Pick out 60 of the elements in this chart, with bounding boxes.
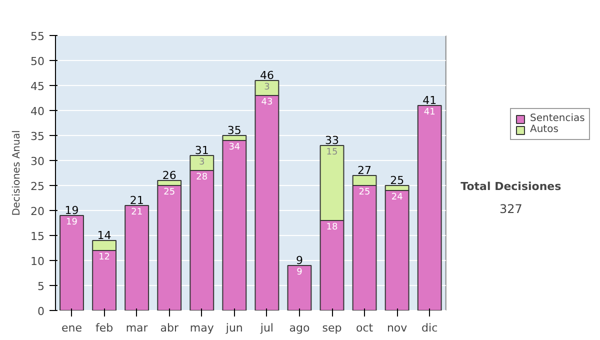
data-label: 25 <box>164 188 176 198</box>
y-tick-label: 45 <box>30 80 45 93</box>
x-tick-label: mar <box>126 322 148 334</box>
data-label: 21 <box>131 208 143 218</box>
data-label: 25 <box>358 188 370 198</box>
total-label: 41 <box>422 94 437 107</box>
x-tick-label: ago <box>289 322 310 334</box>
text: Total Decisiones <box>460 180 562 193</box>
y-tick-label: 20 <box>30 205 45 218</box>
y-tick-label: 15 <box>30 230 45 243</box>
total-label: 33 <box>325 134 340 147</box>
legend-label: Autos <box>530 124 558 135</box>
data-label: 9 <box>296 268 303 278</box>
total-label: 27 <box>358 164 372 177</box>
y-axis-title: Decisiones Anual <box>12 130 23 216</box>
x-tick-label: feb <box>95 322 114 334</box>
data-label: 43 <box>261 98 273 108</box>
data-label: 19 <box>66 218 78 228</box>
x-tick-label: ene <box>62 322 82 334</box>
total-label: 35 <box>227 124 242 137</box>
data-label: 3 <box>199 158 205 168</box>
total-label: 14 <box>97 229 112 242</box>
total-label: 25 <box>390 174 404 187</box>
data-label: 12 <box>98 252 110 262</box>
total-label: 46 <box>260 69 274 82</box>
x-tick-label: sep <box>322 322 342 334</box>
y-tick-label: 10 <box>30 255 45 268</box>
data-label: 15 <box>326 148 338 158</box>
y-tick-label: 5 <box>38 280 44 293</box>
x-tick-label: dic <box>422 322 438 334</box>
legend-label: Sentencias <box>530 113 585 124</box>
data-label: 3 <box>264 82 270 92</box>
bar <box>287 265 312 310</box>
y-tick-label: 25 <box>30 180 45 193</box>
total-label: 21 <box>130 194 144 207</box>
y-tick-label: 55 <box>30 30 45 43</box>
data-label: 34 <box>228 142 240 152</box>
x-tick-label: jun <box>224 322 243 334</box>
x-tick-label: oct <box>356 322 374 334</box>
total-label: 26 <box>162 169 176 182</box>
x-tick-label: jul <box>259 322 274 334</box>
data-label: 18 <box>326 222 338 232</box>
total-label: 31 <box>194 144 209 157</box>
data-label: 24 <box>391 192 404 202</box>
y-tick-label: 40 <box>30 105 45 118</box>
bar <box>417 105 442 310</box>
total-label: 9 <box>296 254 303 267</box>
x-tick-label: abr <box>160 322 179 334</box>
data-label: 28 <box>196 172 208 182</box>
bar <box>60 215 84 310</box>
y-tick-label: 50 <box>30 55 45 68</box>
bar <box>124 205 150 310</box>
y-tick-label: 30 <box>30 155 45 168</box>
x-tick-label: nov <box>386 322 408 334</box>
x-tick-label: may <box>190 322 214 334</box>
y-tick-label: 0 <box>38 305 44 318</box>
y-tick-label: 35 <box>30 130 45 143</box>
data-label: 41 <box>424 108 436 118</box>
total-label: 19 <box>64 204 79 217</box>
text: 327 <box>499 202 522 216</box>
